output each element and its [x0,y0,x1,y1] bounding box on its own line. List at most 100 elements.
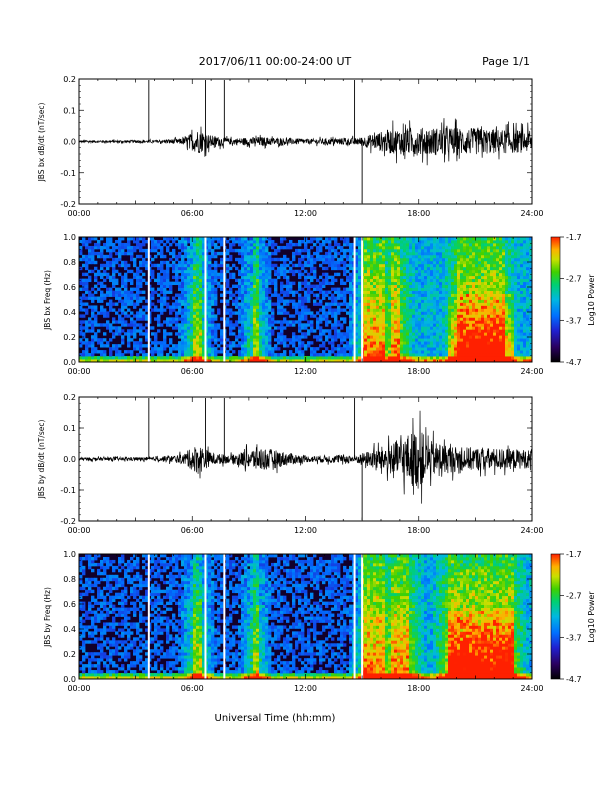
spectrogram-cell [136,314,140,318]
spectrogram-cell [355,302,359,306]
spectrogram-cell [382,359,386,363]
spectrogram-cell [502,272,506,277]
spectrogram-cell [355,329,359,333]
spectrogram-cell [214,350,218,354]
spectrogram-cell [388,317,392,321]
spectrogram-cell [340,260,344,265]
spectrogram-cell [412,290,416,294]
spectrogram-cell [235,311,239,315]
spectrogram-cell [280,269,284,274]
spectrogram-cell [112,275,116,280]
spectrogram-cell [130,353,134,357]
spectrogram-cell [505,251,509,256]
spectrogram-cell [412,260,416,265]
spectrogram-cell [358,293,362,297]
spectrogram-cell [118,353,122,357]
spectrogram-cell [487,317,491,321]
spectrogram-cell [286,338,290,342]
spectrogram-cell [424,317,428,321]
spectrogram-cell [193,237,197,241]
spectrogram-cell [160,263,164,268]
spectrogram-cell [385,350,389,354]
spectrogram-cell [466,335,470,339]
spectrogram-cell [466,266,470,271]
spectrogram-cell [298,323,302,327]
spectrogram-cell [490,299,494,303]
spectrogram-cell [382,329,386,333]
spectrogram-cell [400,260,404,265]
spectrogram-cell [121,299,125,303]
spectrogram-cell [418,296,422,300]
spectrogram-cell [265,323,269,327]
spectrogram-cell [505,257,509,262]
spectrogram-cell [415,239,419,244]
spectrogram-cell [325,359,329,363]
spectrogram-cell [445,287,449,291]
spectrogram-cell [466,308,470,312]
spectrogram-cell [442,317,446,321]
spectrogram-cell [301,266,305,271]
spectrogram-cell [130,269,134,274]
spectrogram-cell [349,248,353,253]
spectrogram-cell [196,278,200,283]
spectrogram-cell [322,257,326,262]
spectrogram-cell [160,278,164,283]
spectrogram-cell [457,237,461,241]
spectrogram-cell [433,335,437,339]
spectrogram-cell [451,269,455,274]
spectrogram-cell [334,320,338,324]
spectrogram-cell [181,245,185,250]
spectrogram-cell [397,332,401,336]
spectrogram-cell [268,344,272,348]
spectrogram-cell [385,242,389,247]
spectrogram-cell [484,329,488,333]
spectrogram-cell [427,239,431,244]
spectrogram-cell [289,338,293,342]
spectrogram-cell [250,257,254,262]
spectrogram-cell [250,305,254,309]
spectrogram-cell [91,269,95,274]
spectrogram-cell [238,237,242,241]
spectrogram-cell [241,260,245,265]
spectrogram-cell [88,353,92,357]
spectrogram-cell [469,311,473,315]
spectrogram-cell [247,326,251,330]
spectrogram-cell [85,281,89,286]
spectrogram-cell [340,254,344,259]
spectrogram-cell [298,305,302,309]
spectrogram-cell [85,290,89,294]
spectrogram-cell [376,347,380,351]
spectrogram-cell [289,350,293,354]
bx-dbdt-ylabel: JBS bx dB/dt (nT/sec) [37,103,46,183]
spectrogram-cell [271,311,275,315]
spectrogram-cell [259,353,263,357]
spectrogram-cell [415,284,419,288]
spectrogram-cell [163,320,167,324]
spectrogram-cell [211,263,215,268]
spectrogram-cell [337,257,341,262]
spectrogram-cell [325,320,329,324]
spectrogram-cell [385,338,389,342]
spectrogram-cell [112,269,116,274]
spectrogram-cell [298,296,302,300]
spectrogram-cell [250,237,254,241]
spectrogram-cell [307,329,311,333]
spectrogram-cell [346,257,350,262]
spectrogram-cell [145,356,149,360]
spectrogram-cell [367,314,371,318]
spectrogram-cell [346,311,350,315]
spectrogram-cell [484,302,488,306]
spectrogram-cell [202,239,206,244]
spectrogram-cell [100,305,104,309]
spectrogram-cell [442,299,446,303]
spectrogram-cell [451,311,455,315]
spectrogram-cell [208,248,212,253]
spectrogram-cell [295,263,299,268]
spectrogram-cell [220,242,224,247]
spectrogram-cell [502,248,506,253]
spectrogram-cell [268,272,272,277]
spectrogram-cell [388,260,392,265]
spectrogram-cell [349,305,353,309]
spectrogram-cell [460,263,464,268]
